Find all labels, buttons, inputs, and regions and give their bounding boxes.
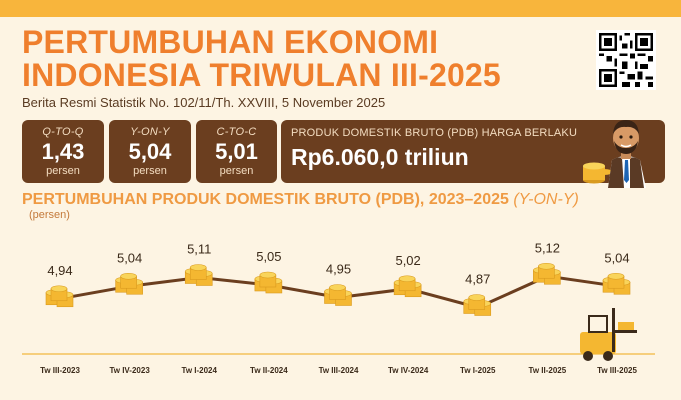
pdb-value: Rp6.060,0 triliun (291, 144, 469, 170)
businessman-icon (583, 120, 646, 188)
x-tick-label: Tw II-2024 (250, 366, 288, 375)
x-tick-label: Tw II-2025 (529, 366, 567, 375)
coin-stack-point (45, 285, 74, 308)
x-tick-label: Tw III-2025 (597, 366, 637, 375)
page-title: PERTUMBUHAN EKONOMI INDONESIA TRIWULAN I… (22, 26, 592, 92)
forklift-icon (580, 308, 637, 361)
chart-title-main: PERTUMBUHAN PRODUK DOMESTIK BRUTO (PDB),… (22, 191, 514, 208)
coin-stack-point (184, 264, 213, 286)
data-label: 4,87 (465, 272, 490, 287)
coin-stack-point (324, 284, 352, 306)
data-label: 5,02 (395, 253, 420, 268)
qr-code-icon (599, 33, 653, 87)
data-label: 5,04 (604, 250, 629, 265)
stat-label: Q-TO-Q (42, 126, 84, 138)
stat-value: 1,43 (41, 139, 85, 164)
x-tick-label: Tw I-2025 (460, 366, 496, 375)
data-label: 4,95 (326, 262, 351, 277)
title-line-2: INDONESIA TRIWULAN III-2025 (22, 57, 501, 93)
coin-stack-point (254, 271, 283, 294)
stat-y-on-y: Y-ON-Y 5,04 persen (109, 120, 191, 183)
pdb-label: PRODUK DOMESTIK BRUTO (PDB) HARGA BERLAK… (291, 127, 578, 139)
chart-unit: (persen) (29, 209, 70, 221)
chart-svg: 4,94 Tw III-2023 5,04 Tw IV-2023 5,11 Tw I-20… (22, 240, 655, 375)
coin-stack-point (115, 272, 143, 295)
data-label: 5,11 (187, 242, 211, 257)
stat-unit: persen (133, 165, 167, 177)
subtitle: Berita Resmi Statistik No. 102/11/Th. XX… (22, 95, 386, 110)
chart-title-italic: (Y-ON-Y) (513, 191, 579, 208)
x-tick-label: Tw III-2024 (319, 366, 359, 375)
stat-label: C-TO-C (216, 126, 257, 138)
coin-stack-point (393, 275, 422, 298)
x-tick-label: Tw IV-2024 (388, 366, 429, 375)
top-band (0, 0, 681, 17)
data-label: 5,05 (256, 249, 281, 264)
coin-stack-point (463, 294, 492, 316)
stat-unit: persen (46, 165, 80, 177)
stat-c-to-c: C-TO-C 5,01 persen (196, 120, 277, 183)
stat-unit: persen (219, 165, 254, 177)
data-label: 5,04 (117, 250, 142, 265)
stat-label: Y-ON-Y (130, 126, 170, 138)
coin-stack-point (533, 262, 561, 285)
qr-code[interactable] (596, 30, 656, 90)
stat-value: 5,01 (215, 139, 258, 164)
data-label: 4,94 (47, 263, 72, 278)
x-tick-label: Tw I-2024 (182, 366, 218, 375)
gdp-line-chart: 4,94 Tw III-2023 5,04 Tw IV-2023 5,11 Tw I-20… (0, 220, 681, 400)
chart-title: PERTUMBUHAN PRODUK DOMESTIK BRUTO (PDB),… (22, 191, 579, 209)
x-tick-label: Tw IV-2023 (109, 366, 150, 375)
data-label: 5,12 (535, 240, 560, 255)
title-line-1: PERTUMBUHAN EKONOMI (22, 24, 439, 60)
stat-value: 5,04 (128, 139, 172, 164)
stat-q-to-q: Q-TO-Q 1,43 persen (22, 120, 104, 183)
coin-stack-point (602, 272, 631, 295)
x-tick-label: Tw III-2023 (40, 366, 80, 375)
